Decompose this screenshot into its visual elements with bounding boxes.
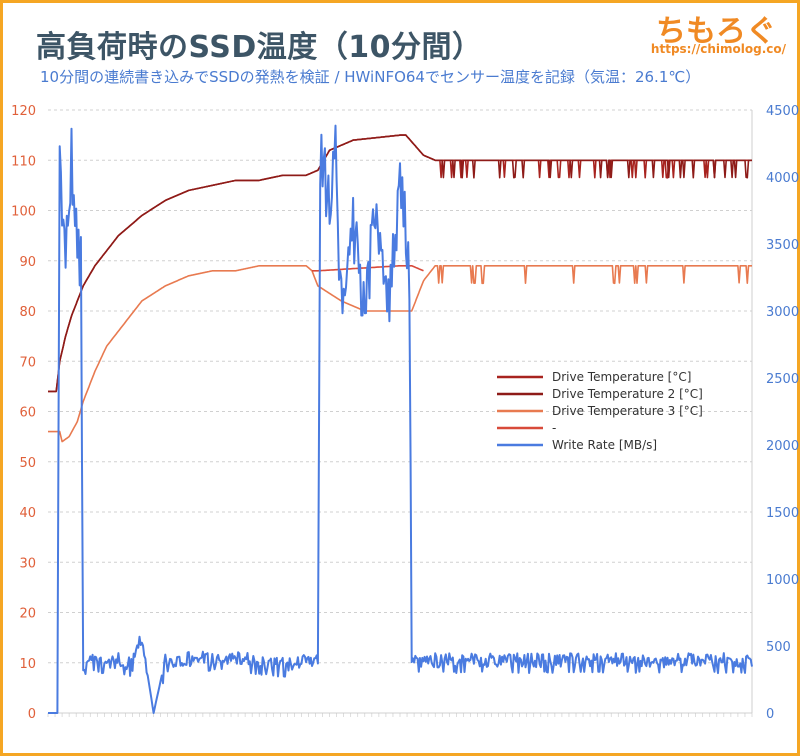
left-tick-label: 110: [11, 154, 36, 169]
series-line: [48, 264, 752, 443]
series-lines: [48, 124, 753, 714]
site-logo: ちもろぐ: [656, 14, 776, 49]
site-url: https://chimolog.co/: [650, 42, 786, 56]
right-tick-label: 3500: [766, 238, 799, 253]
right-tick-label: 3000: [766, 305, 799, 320]
left-tick-label: 70: [19, 355, 36, 370]
right-tick-label: 1000: [766, 573, 799, 588]
left-tick-label: 120: [11, 104, 36, 119]
left-tick-label: 50: [19, 456, 36, 471]
legend-label: Drive Temperature 3 [°C]: [552, 404, 703, 418]
series-line: [48, 124, 753, 714]
legend-label: -: [552, 421, 556, 435]
left-tick-label: 30: [19, 556, 36, 571]
right-tick-label: 500: [766, 640, 791, 655]
chart-subtitle: 10分間の連続書き込みでSSDの発熱を検証 / HWiNFO64でセンサー温度を…: [40, 68, 701, 86]
left-tick-label: 0: [28, 707, 36, 722]
right-tick-label: 2500: [766, 372, 799, 387]
left-tick-label: 60: [19, 406, 36, 421]
right-tick-label: 1500: [766, 506, 799, 521]
left-tick-label: 20: [19, 607, 36, 622]
chart-title: 高負荷時のSSD温度（10分間）: [36, 30, 483, 65]
left-axis-ticks: 0 10 20 30 40 50 60 70 80 90 100 110 120: [11, 104, 36, 722]
left-tick-label: 40: [19, 506, 36, 521]
right-tick-label: 2000: [766, 439, 799, 454]
left-tick-label: 100: [11, 205, 36, 220]
series-line: [48, 134, 752, 393]
left-tick-label: 10: [19, 657, 36, 672]
right-tick-label: 0: [766, 707, 774, 722]
legend-label: Drive Temperature [°C]: [552, 370, 691, 384]
grid-lines: [47, 109, 753, 717]
legend: Drive Temperature [°C] Drive Temperature …: [497, 370, 703, 452]
right-tick-label: 4500: [766, 104, 799, 119]
right-axis-ticks: 0 500 1000 1500 2000 2500 3000 3500 4000 4500: [766, 104, 799, 722]
legend-label: Write Rate [MB/s]: [552, 438, 657, 452]
left-tick-label: 80: [19, 305, 36, 320]
legend-label: Drive Temperature 2 [°C]: [552, 387, 703, 401]
right-tick-label: 4000: [766, 171, 799, 186]
left-tick-label: 90: [19, 255, 36, 270]
